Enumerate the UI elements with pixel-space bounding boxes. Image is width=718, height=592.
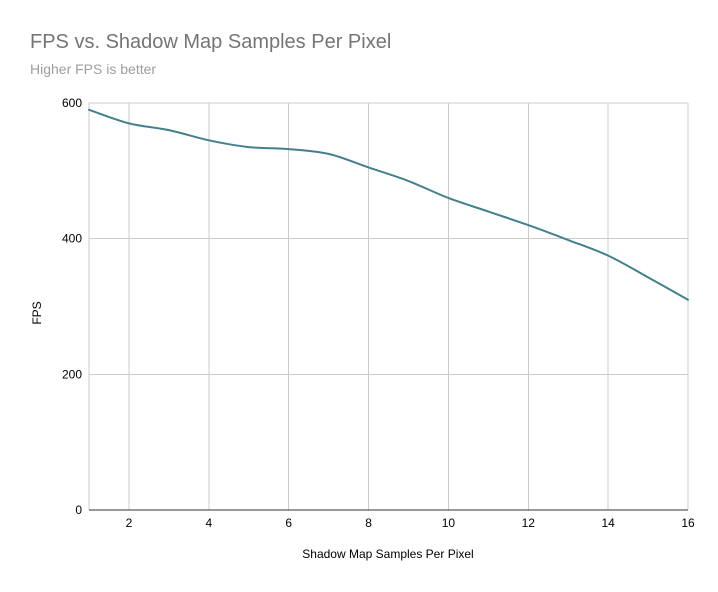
- data-point[interactable]: [325, 150, 333, 158]
- data-point[interactable]: [404, 177, 412, 185]
- y-tick-label: 400: [62, 232, 82, 246]
- x-axis-label: Shadow Map Samples Per Pixel: [302, 547, 473, 561]
- data-point[interactable]: [85, 106, 93, 114]
- data-point[interactable]: [205, 136, 213, 144]
- data-point[interactable]: [444, 194, 452, 202]
- y-axis-label: FPS: [30, 301, 44, 324]
- x-tick-label: 16: [681, 516, 695, 530]
- chart-subtitle: Higher FPS is better: [30, 61, 157, 77]
- data-point[interactable]: [604, 252, 612, 260]
- series-group: [85, 106, 692, 304]
- data-point[interactable]: [644, 273, 652, 281]
- x-tick-label: 6: [285, 516, 292, 530]
- y-tick-label: 0: [75, 503, 82, 517]
- x-tick-label: 10: [442, 516, 456, 530]
- x-tick-label: 14: [601, 516, 615, 530]
- tick-labels: 0 200 400 600 2 4 6 8 10 12 14 16: [62, 96, 695, 530]
- data-point[interactable]: [564, 236, 572, 244]
- data-point[interactable]: [684, 296, 692, 304]
- series-line: [88, 108, 689, 301]
- grid-lines: [88, 102, 689, 511]
- data-point[interactable]: [524, 221, 532, 229]
- data-point[interactable]: [365, 163, 373, 171]
- x-tick-label: 12: [522, 516, 536, 530]
- data-point[interactable]: [285, 145, 293, 153]
- data-point[interactable]: [165, 126, 173, 134]
- x-tick-label: 2: [126, 516, 133, 530]
- data-point[interactable]: [484, 208, 492, 216]
- data-point[interactable]: [125, 119, 133, 127]
- chart-title: FPS vs. Shadow Map Samples Per Pixel: [30, 31, 392, 53]
- x-tick-label: 8: [365, 516, 372, 530]
- x-tick-label: 4: [205, 516, 212, 530]
- y-tick-label: 200: [62, 367, 82, 381]
- data-point[interactable]: [245, 143, 253, 151]
- y-tick-label: 600: [62, 96, 82, 110]
